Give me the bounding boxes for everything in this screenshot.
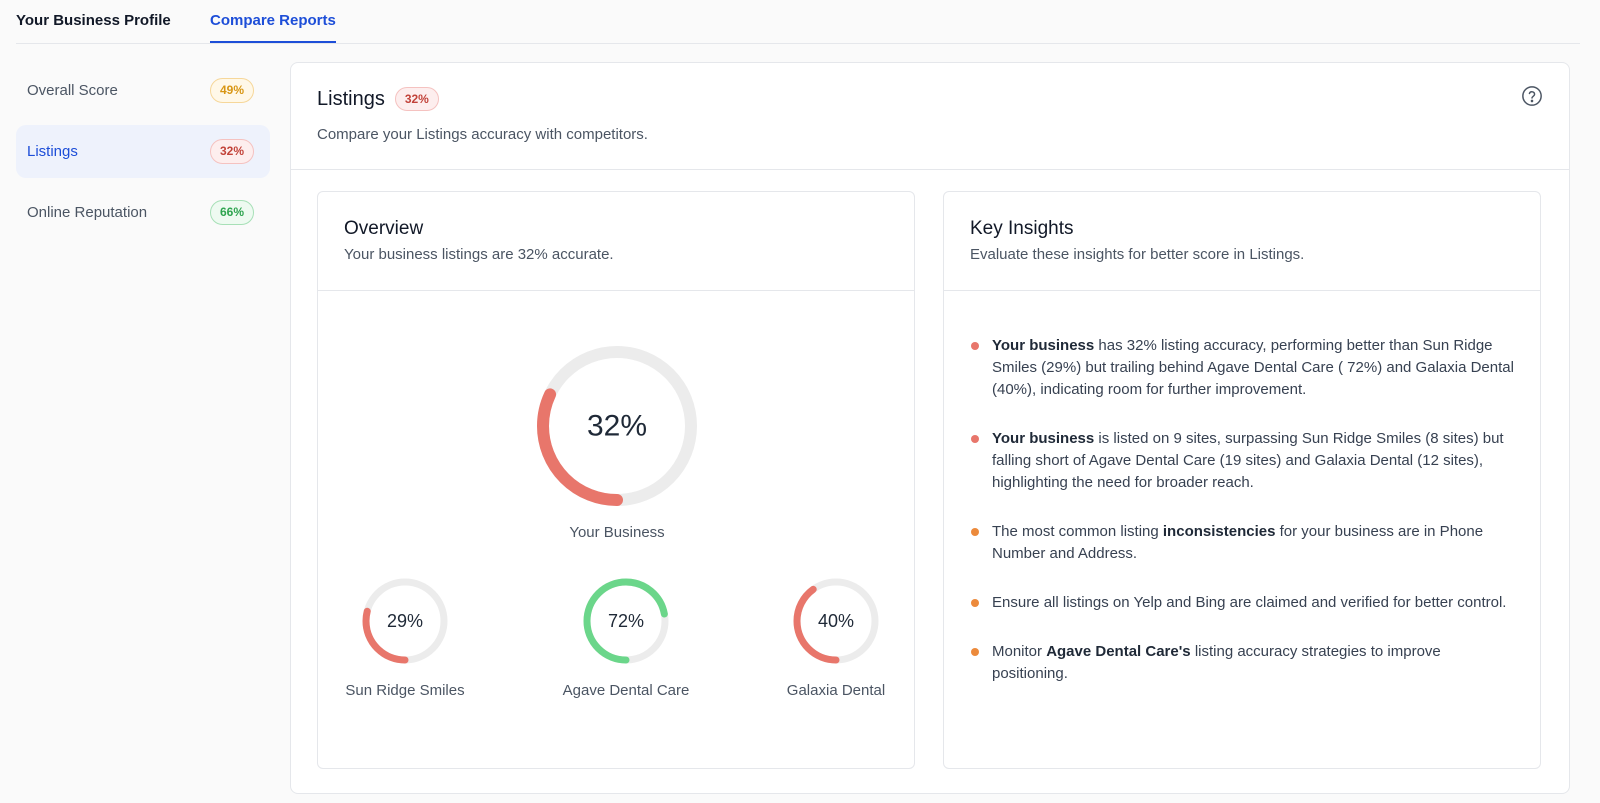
insights-list: Your business has 32% listing accuracy, … <box>970 335 1516 712</box>
score-badge: 32% <box>209 139 254 164</box>
page-title: Listings <box>317 87 385 110</box>
gauge-value: 40% <box>818 611 854 631</box>
key-insights-card: Key Insights Evaluate these insights for… <box>943 191 1541 769</box>
sun-ridge-smiles-gauge: 29% <box>362 578 448 664</box>
agave-dental-care-gauge: 72% <box>583 578 669 664</box>
your-business-label: Your Business <box>569 524 665 541</box>
sidebar-item-label: Overall Score <box>27 82 118 99</box>
gauge-value: 29% <box>387 611 423 631</box>
score-badge: 66% <box>209 200 254 225</box>
insight-text: is listed on 9 sites, surpassing Sun Rid… <box>992 430 1504 491</box>
sidebar-item-online-reputation[interactable]: Online Reputation 66% <box>16 186 270 239</box>
insight-text: Ensure all listings on Yelp and Bing are… <box>992 594 1507 611</box>
insight-item: Your business has 32% listing accuracy, … <box>970 335 1516 401</box>
bullet-dot-icon <box>971 528 979 536</box>
panel-header: Listings 32% Compare your Listings accur… <box>291 63 1569 170</box>
your-business-gauge: 32% <box>537 346 697 506</box>
gauge-arc <box>537 346 697 506</box>
insight-text: listing accuracy strategies to improve p… <box>992 643 1441 682</box>
insight-text: The most common listing <box>992 523 1163 540</box>
overview-subtitle: Your business listings are 32% accurate. <box>344 246 614 263</box>
overview-header: Overview Your business listings are 32% … <box>318 192 914 291</box>
bullet-dot-icon <box>971 648 979 656</box>
status-badge: 32% <box>394 87 439 112</box>
sidebar-item-overall-score[interactable]: Overall Score 49% <box>16 64 270 117</box>
insight-text: for your business are in Phone Number an… <box>992 523 1484 562</box>
overview-title: Overview <box>344 218 424 239</box>
bullet-dot-icon <box>971 342 979 350</box>
gauge-arc <box>362 578 448 664</box>
sun-ridge-smiles-label: Sun Ridge Smiles <box>345 682 465 699</box>
tab-your-business-profile[interactable]: Your Business Profile <box>16 12 171 29</box>
gauge-arc <box>583 578 669 664</box>
gauge-arc <box>793 578 879 664</box>
insight-emphasis: inconsistencies <box>1162 523 1276 540</box>
insight-text: has 32% listing accuracy, performing bet… <box>992 337 1514 398</box>
galaxia-dental-gauge: 40% <box>793 578 879 664</box>
top-tabs: Your Business Profile Compare Reports <box>16 0 1580 44</box>
score-badge: 49% <box>209 78 254 103</box>
tab-compare-reports[interactable]: Compare Reports <box>210 12 336 43</box>
insights-subtitle: Evaluate these insights for better score… <box>970 246 1305 263</box>
insights-title: Key Insights <box>970 218 1074 239</box>
gauge-value: 32% <box>587 410 647 443</box>
sidebar: Overall Score 49% Listings 32% Online Re… <box>16 64 270 247</box>
agave-dental-care-label: Agave Dental Care <box>562 682 690 699</box>
insight-emphasis: Your business <box>992 337 1095 354</box>
panel-title-row: Listings 32% <box>317 87 439 112</box>
insight-item: Ensure all listings on Yelp and Bing are… <box>970 592 1516 614</box>
page-subtitle: Compare your Listings accuracy with comp… <box>317 126 648 143</box>
bullet-dot-icon <box>971 435 979 443</box>
question-circle-icon[interactable] <box>1521 85 1543 107</box>
overview-card: Overview Your business listings are 32% … <box>317 191 915 769</box>
listings-panel: Listings 32% Compare your Listings accur… <box>290 62 1570 794</box>
insights-header: Key Insights Evaluate these insights for… <box>944 192 1540 291</box>
insight-item: Monitor Agave Dental Care's listing accu… <box>970 641 1516 685</box>
galaxia-dental-label: Galaxia Dental <box>786 682 886 699</box>
insight-item: The most common listing inconsistencies … <box>970 521 1516 565</box>
sidebar-item-listings[interactable]: Listings 32% <box>16 125 270 178</box>
insight-text: Monitor <box>992 643 1047 660</box>
gauge-value: 72% <box>608 611 644 631</box>
sidebar-item-label: Online Reputation <box>27 204 148 221</box>
insight-emphasis: Your business <box>992 430 1095 447</box>
insight-emphasis: Agave Dental Care's <box>1046 643 1191 660</box>
sidebar-item-label: Listings <box>27 143 78 160</box>
bullet-dot-icon <box>971 599 979 607</box>
insight-item: Your business is listed on 9 sites, surp… <box>970 428 1516 494</box>
